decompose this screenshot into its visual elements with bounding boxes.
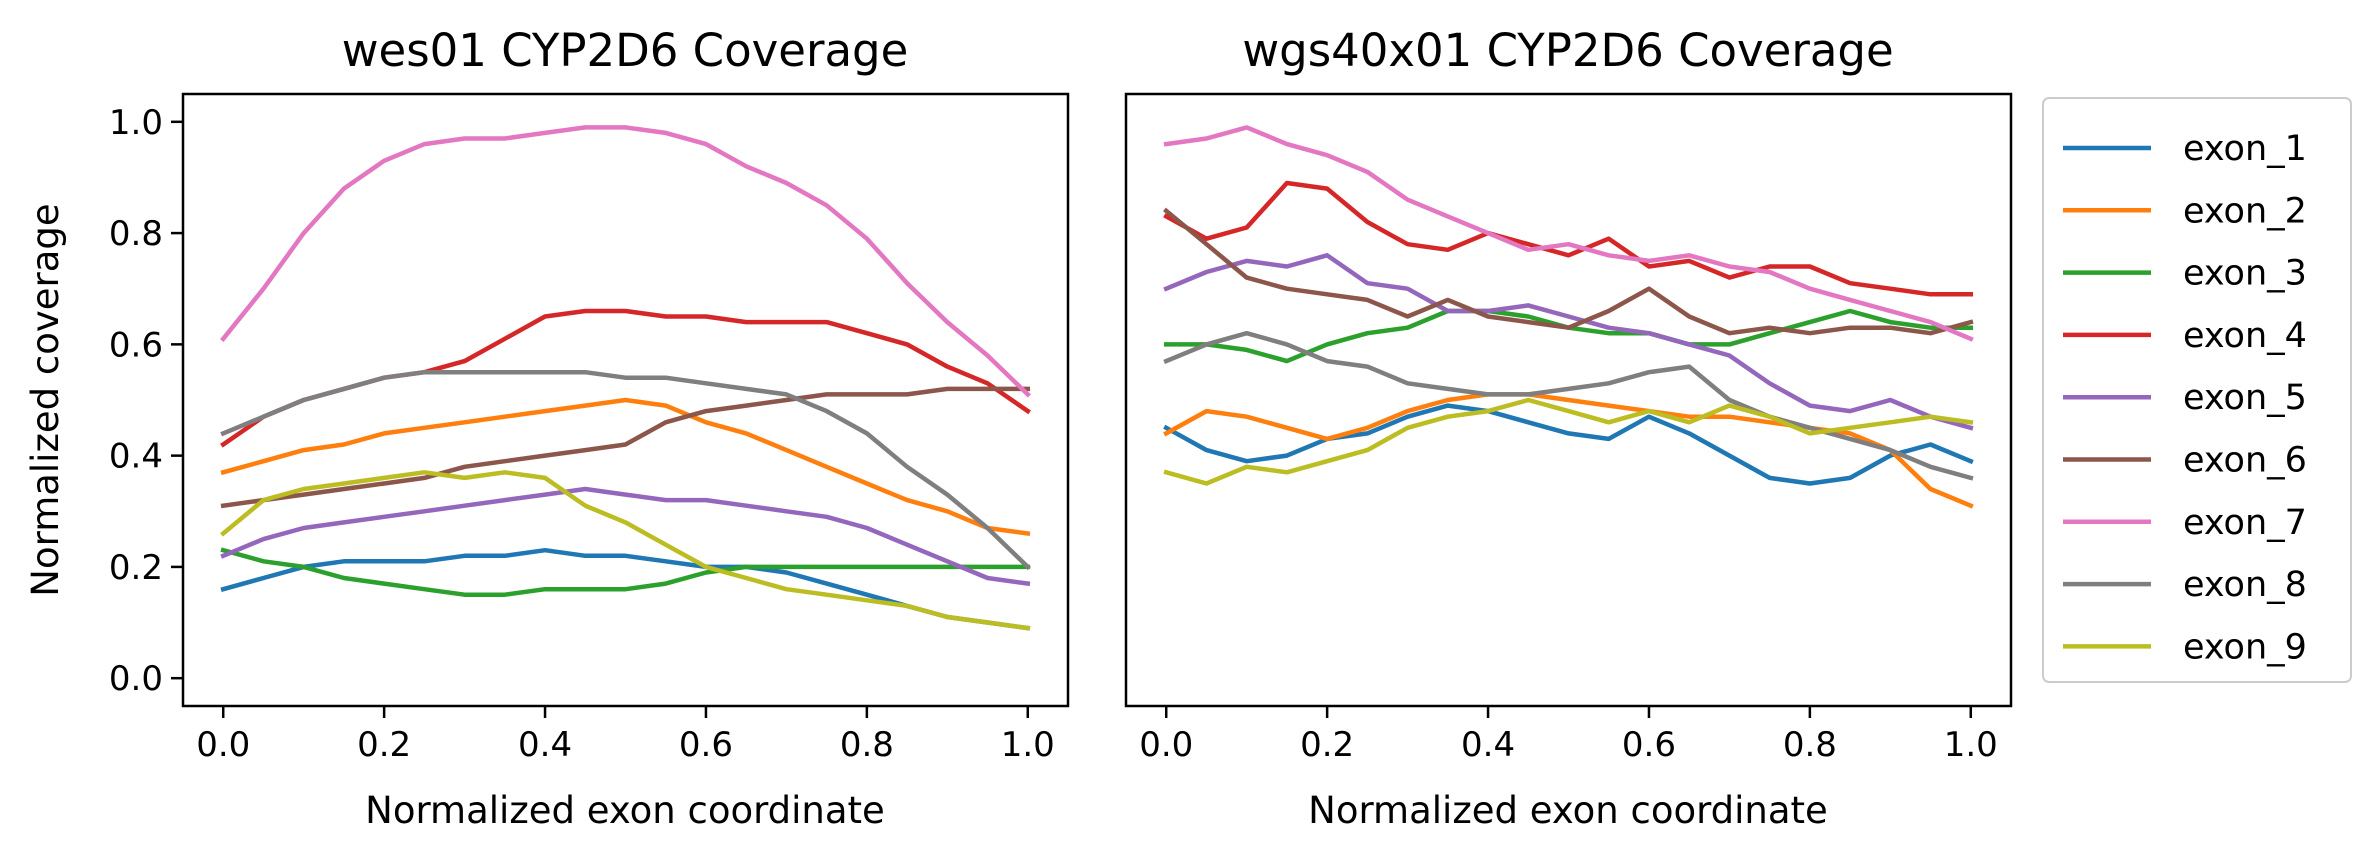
legend-label-exon-6: exon_6 [2183, 441, 2307, 481]
x-tick-label-wgs40x01: 0.8 [1783, 725, 1837, 765]
x-ticks-wes01: 0.0 0.2 0.4 0.6 0.8 1.0 [196, 706, 1055, 765]
series-line-exon-1-wgs40x01 [1163, 403, 1974, 486]
series-line-exon-4-wgs40x01 [1163, 180, 1974, 297]
y-tick-label-wes01: 1.0 [109, 103, 163, 143]
series-line-exon-6-wes01 [220, 386, 1031, 509]
x-tick-label-wgs40x01: 0.2 [1300, 725, 1354, 765]
series-line-exon-2-wes01 [220, 397, 1031, 537]
y-tick-label-wes01: 0.6 [109, 325, 163, 365]
series-line-exon-8-wgs40x01 [1163, 330, 1974, 481]
chart-title-wes01: wes01 CYP2D6 Coverage [342, 24, 909, 77]
chart-title-wgs40x01: wgs40x01 CYP2D6 Coverage [1242, 24, 1893, 77]
x-tick-label-wgs40x01: 0.6 [1622, 725, 1676, 765]
series-line-exon-7-wes01 [220, 125, 1031, 398]
y-tick-label-wes01: 0.0 [109, 659, 163, 699]
y-ticks-wes01: 0.0 0.2 0.4 0.6 0.8 1.0 [109, 103, 183, 699]
series-group-wgs40x01 [1163, 125, 1974, 509]
x-tick-label-wes01: 0.6 [679, 725, 733, 765]
series-line-exon-7-wgs40x01 [1163, 125, 1974, 342]
x-tick-label-wgs40x01: 0.0 [1139, 725, 1193, 765]
y-tick-label-wes01: 0.8 [109, 214, 163, 254]
legend-label-exon-3: exon_3 [2183, 254, 2307, 294]
panel-wgs40x01: 0.0 0.2 0.4 0.6 0.8 1.0 wgs40x01 CYP2D6 Cover… [1124, 24, 2013, 832]
axes-frame-wgs40x01 [1124, 92, 2013, 708]
x-tick-label-wgs40x01: 1.0 [1944, 725, 1998, 765]
legend-label-exon-7: exon_7 [2183, 503, 2307, 543]
legend-label-exon-9: exon_9 [2183, 627, 2307, 667]
legend-label-exon-8: exon_8 [2183, 565, 2307, 605]
series-line-exon-9-wes01 [220, 470, 1031, 631]
x-tick-label-wes01: 0.0 [196, 725, 250, 765]
series-line-exon-8-wes01 [220, 369, 1031, 571]
legend-label-exon-5: exon_5 [2183, 378, 2307, 418]
series-line-exon-3-wes01 [220, 547, 1031, 597]
panel-wes01: 0.0 0.2 0.4 0.6 0.8 1.0 0.0 0.2 0.4 0.6 0.8 1.0 we… [24, 24, 1070, 832]
legend-label-exon-2: exon_2 [2183, 191, 2307, 231]
y-tick-label-wes01: 0.4 [109, 437, 163, 477]
series-line-exon-6-wgs40x01 [1163, 207, 1974, 336]
x-tick-label-wes01: 0.8 [840, 725, 894, 765]
legend-items: exon_1 exon_2 exon_3 exon_4 exon_5 exon_6exon… [2063, 129, 2307, 667]
x-tick-label-wes01: 1.0 [1001, 725, 1055, 765]
legend-label-exon-4: exon_4 [2183, 316, 2307, 356]
x-tick-label-wgs40x01: 0.4 [1461, 725, 1515, 765]
x-axis-label-wes01: Normalized exon coordinate [365, 789, 885, 832]
legend: exon_1 exon_2 exon_3 exon_4 exon_5 exon_6exon… [2042, 97, 2352, 683]
axes-frame-wes01 [181, 92, 1070, 708]
series-line-exon-5-wgs40x01 [1163, 253, 1974, 431]
series-line-exon-9-wgs40x01 [1163, 397, 1974, 486]
x-tick-label-wes01: 0.4 [518, 725, 572, 765]
x-axis-label-wgs40x01: Normalized exon coordinate [1308, 789, 1828, 832]
y-axis-label-wes01: Normalized coverage [24, 203, 67, 596]
y-tick-label-wes01: 0.2 [109, 548, 163, 588]
series-group-wes01 [220, 125, 1031, 631]
legend-frame [2042, 97, 2352, 683]
x-ticks-wgs40x01: 0.0 0.2 0.4 0.6 0.8 1.0 [1139, 706, 1998, 765]
legend-label-exon-1: exon_1 [2183, 129, 2307, 169]
x-tick-label-wes01: 0.2 [357, 725, 411, 765]
series-line-exon-5-wes01 [220, 486, 1031, 587]
